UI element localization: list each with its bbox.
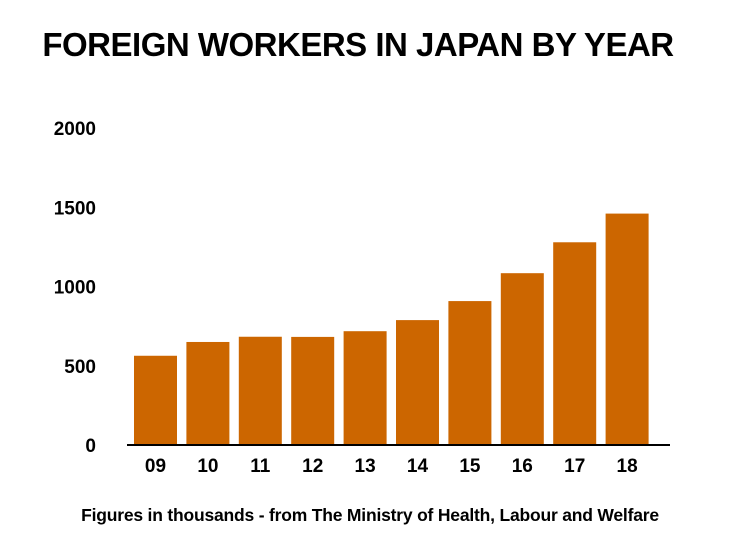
y-axis-ticks: 0 500 1000 1500 2000 — [54, 119, 96, 457]
x-tick-label: 17 — [564, 456, 585, 477]
bar-10 — [186, 341, 230, 445]
bar-13 — [343, 331, 387, 445]
bar-11 — [238, 336, 282, 445]
x-tick-label: 15 — [459, 456, 481, 477]
y-tick-label: 500 — [64, 357, 96, 378]
y-tick-label: 2000 — [54, 119, 96, 140]
bar-14 — [396, 320, 439, 445]
x-tick-label: 13 — [355, 456, 376, 477]
y-tick-label: 0 — [85, 436, 96, 457]
x-tick-label: 10 — [197, 456, 218, 477]
bar-12 — [291, 336, 335, 445]
x-tick-label: 18 — [617, 456, 638, 477]
y-tick-label: 1500 — [54, 198, 96, 219]
bar-18 — [605, 213, 649, 445]
bar-15 — [448, 301, 492, 445]
source-note: Figures in thousands - from The Ministry… — [81, 505, 659, 525]
x-tick-label: 16 — [512, 456, 533, 477]
x-axis-ticks: 09 10 11 12 13 14 15 16 17 18 — [145, 456, 638, 477]
y-tick-label: 1000 — [54, 278, 96, 299]
bar-09 — [134, 355, 177, 445]
x-tick-label: 12 — [302, 456, 323, 477]
chart-title: FOREIGN WORKERS IN JAPAN BY YEAR — [42, 26, 674, 63]
bar-17 — [553, 242, 597, 445]
x-tick-label: 11 — [250, 456, 271, 477]
bars — [134, 213, 649, 445]
bar-16 — [500, 273, 544, 445]
x-tick-label: 14 — [407, 456, 429, 477]
x-tick-label: 09 — [145, 456, 166, 477]
